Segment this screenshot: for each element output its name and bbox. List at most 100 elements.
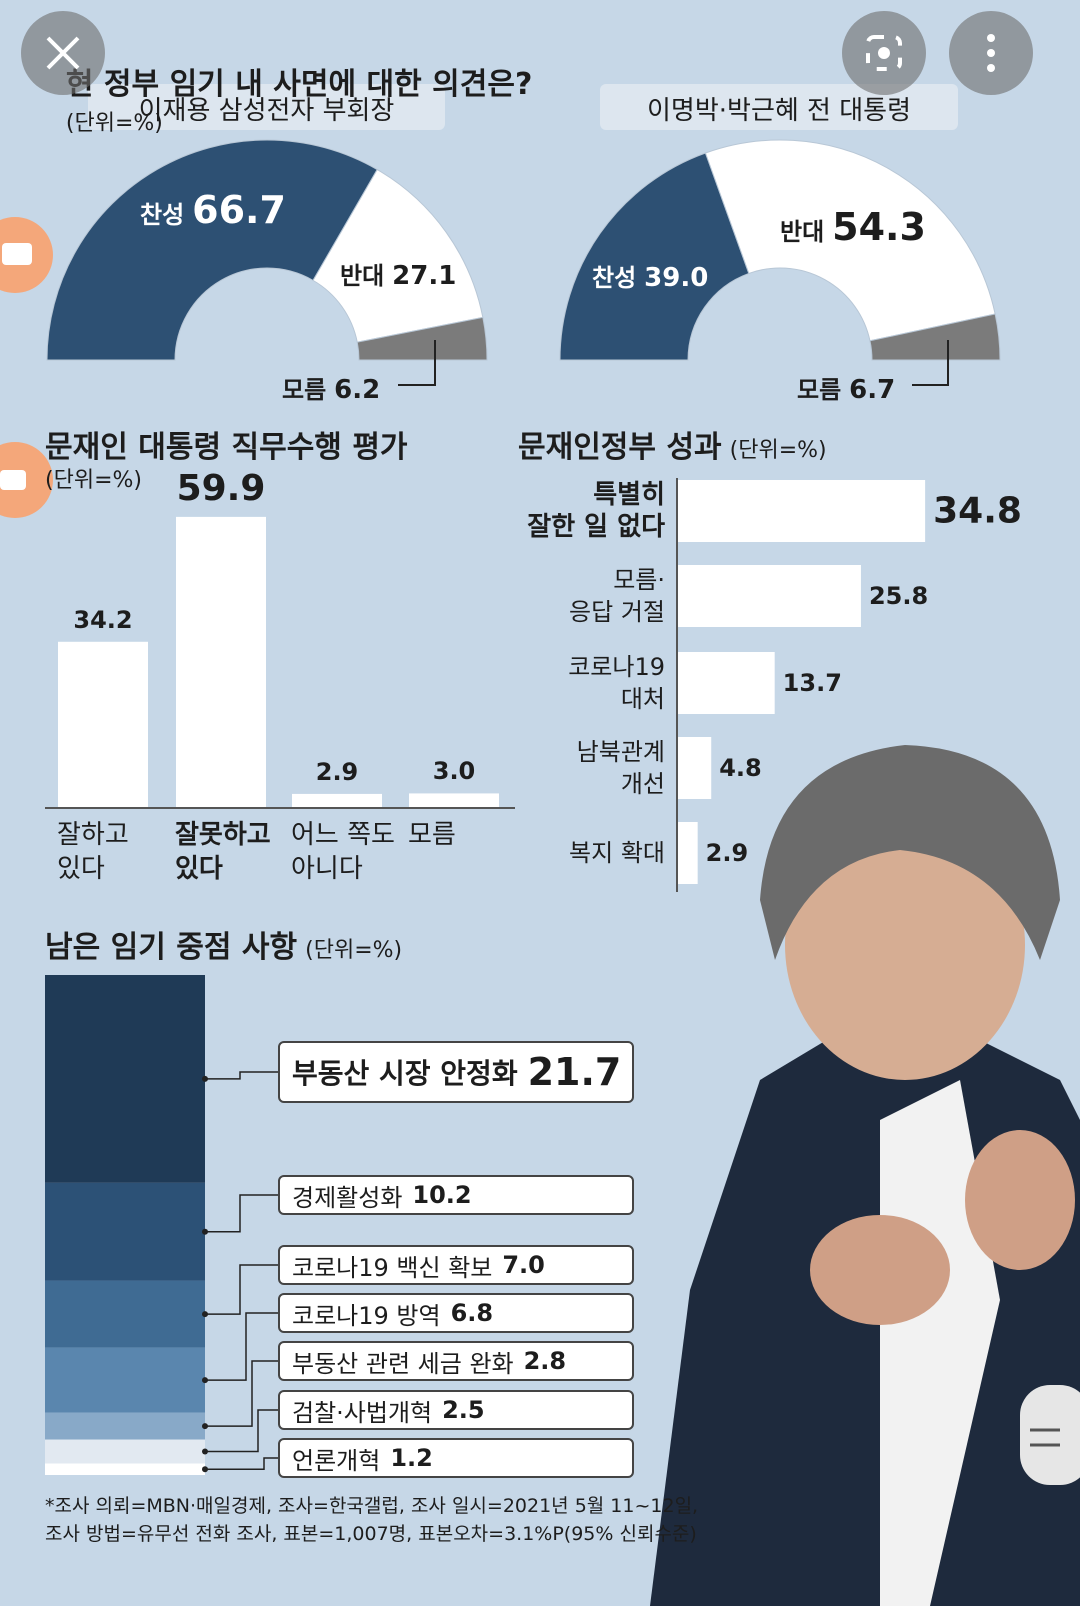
donut-label: 모름 6.7	[797, 370, 895, 405]
title: 현 정부 임기 내 사면에 대한 의견은?	[65, 67, 533, 102]
donut-value: 6.2	[334, 375, 381, 405]
chart-heading: 문재인 대통령 직무수행 평가	[45, 422, 408, 466]
donut-category: 반대	[780, 218, 825, 246]
stack-segment	[45, 1347, 205, 1413]
stack-category: 부동산 관련 세금 완화	[292, 1349, 514, 1378]
chart-title: 문재인 대통령 직무수행 평가	[45, 430, 408, 465]
stack-segment	[45, 1280, 205, 1348]
connector-dot	[202, 1311, 208, 1318]
donut-label: 찬성 39.0	[592, 258, 708, 293]
connector-dot	[202, 1466, 208, 1473]
donut-label: 모름 6.2	[282, 370, 380, 405]
photo	[650, 745, 1080, 1606]
donut-category: 찬성	[592, 264, 637, 292]
donut-value: 66.7	[192, 188, 286, 232]
y-tick-label: 모름· 응답 거절	[569, 566, 665, 626]
y-tick-label: 복지 확대	[569, 839, 665, 867]
stack-category: 검찰·사법개혁	[292, 1398, 433, 1427]
stack-value: 2.5	[442, 1396, 485, 1424]
stack-category: 코로나19 백신 확보	[292, 1253, 493, 1282]
connector	[205, 1360, 278, 1427]
connector-dot	[202, 1448, 208, 1455]
stack-segment	[45, 1439, 205, 1464]
connector	[205, 1264, 278, 1315]
leader-line	[398, 340, 436, 386]
value-label: 3.0	[432, 757, 476, 786]
donut-category: 모름	[797, 376, 842, 404]
donut-category: 찬성	[140, 201, 185, 229]
label-box: 코로나19 방역 6.8	[278, 1293, 634, 1333]
bar	[677, 480, 926, 542]
donut-label: 찬성 66.7	[140, 188, 286, 232]
donut-value: 6.7	[849, 375, 896, 405]
chart-heading: 문재인정부 성과 (단위=%)	[518, 422, 827, 466]
value-label: 34.2	[73, 605, 133, 634]
connector-dot	[202, 1377, 208, 1384]
footnote: *조사 의뢰=MBN·매일경제, 조사=한국갤럽, 조사 일시=2021년 5월…	[45, 1495, 699, 1545]
value-label: 34.8	[933, 490, 1022, 532]
connector	[205, 1194, 278, 1233]
leader-line	[912, 340, 949, 386]
bar	[677, 822, 698, 884]
chart-heading: 남은 임기 중점 사항 (단위=%)	[45, 922, 402, 966]
donut-segment	[356, 316, 488, 361]
stack-category: 코로나19 방역	[292, 1301, 441, 1330]
donut-segment	[704, 139, 996, 342]
chart-subtitle: 이재용 삼성전자 부회장	[138, 96, 395, 126]
connector	[205, 1312, 278, 1381]
title-unit: (단위=%)	[65, 111, 163, 136]
y-tick-label: 코로나19 대처	[568, 653, 665, 713]
stack-value: 7.0	[502, 1251, 545, 1279]
value-label: 13.7	[782, 669, 842, 697]
bar	[58, 641, 148, 808]
donut-category: 반대	[340, 262, 385, 290]
chart-unit: (단위=%)	[45, 468, 142, 493]
chart-unit: (단위=%)	[729, 438, 827, 463]
chart-title: 문재인정부 성과	[518, 430, 722, 465]
y-tick-label: 특별히 잘한 일 없다	[527, 480, 665, 542]
x-tick-label: 잘못하고 있다	[175, 820, 271, 884]
bar	[176, 516, 266, 808]
label-box: 경제활성화 10.2	[278, 1175, 634, 1215]
donut-segment	[559, 152, 750, 361]
connector-dot	[202, 1075, 208, 1082]
donut-value: 27.1	[392, 261, 457, 291]
stack-value: 6.8	[450, 1299, 494, 1327]
donut-value: 54.3	[832, 205, 926, 249]
donut-label: 반대 54.3	[780, 205, 926, 249]
donut-segment	[312, 168, 484, 343]
bar	[677, 652, 775, 714]
x-tick-label: 모름	[408, 820, 456, 850]
chart-subtitle: 이명박·박근혜 전 대통령	[647, 96, 911, 126]
stack-category: 언론개혁	[292, 1446, 381, 1475]
bar	[677, 737, 712, 799]
label-box: 언론개혁 1.2	[278, 1438, 634, 1478]
stack-category: 부동산 시장 안정화	[292, 1057, 518, 1090]
stack-value: 21.7	[527, 1050, 622, 1094]
connector-dot	[202, 1228, 208, 1235]
stack-segment	[45, 1412, 205, 1440]
bar	[409, 793, 499, 808]
donut-segment	[869, 313, 1001, 361]
subtitle-pill	[88, 84, 445, 130]
connector	[205, 1071, 278, 1080]
title-row: 현 정부 임기 내 사면에 대한 의견은? (단위=%)	[45, 24, 532, 138]
stack-segment	[45, 1182, 205, 1281]
donut-label: 반대 27.1	[340, 256, 456, 291]
stack-value: 2.8	[523, 1347, 567, 1375]
stack-value: 10.2	[412, 1181, 472, 1209]
stack-value: 1.2	[390, 1444, 433, 1472]
donut-value: 39.0	[644, 263, 709, 293]
connector	[205, 1409, 278, 1453]
subtitle-pill	[600, 84, 958, 130]
value-label: 25.8	[868, 582, 929, 610]
label-box: 부동산 시장 안정화 21.7	[278, 1041, 634, 1103]
label-box: 부동산 관련 세금 완화 2.8	[278, 1341, 634, 1381]
donut-segment	[46, 139, 378, 361]
y-tick-label: 남북관계 개선	[576, 738, 665, 798]
connector	[205, 1457, 278, 1471]
chart-unit: (단위=%)	[305, 938, 403, 963]
connector-dot	[202, 1423, 208, 1430]
stack-segment	[45, 1463, 205, 1475]
